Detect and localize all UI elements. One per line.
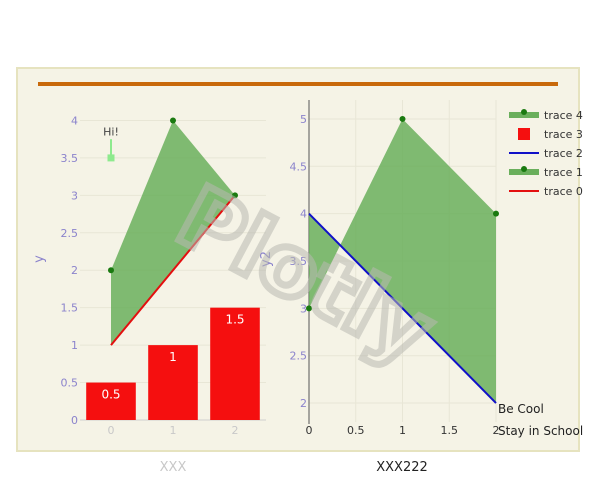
y-tick-label: 0.5 xyxy=(61,377,79,390)
trace-1-marker xyxy=(232,192,238,199)
legend-item-label: trace 0 xyxy=(544,185,583,198)
x-axis-title: XXX222 xyxy=(376,460,428,475)
y-tick-label: 2 xyxy=(71,264,78,277)
y-axis-title: y xyxy=(32,255,47,263)
y-tick-label: 2.5 xyxy=(61,227,79,240)
legend-symbol-square xyxy=(518,128,530,140)
bar xyxy=(148,345,198,420)
legend-item-label: trace 4 xyxy=(544,109,583,122)
legend-item-label: trace 1 xyxy=(544,166,583,179)
y-tick-label: 1.5 xyxy=(61,302,79,315)
trace-0-line xyxy=(110,194,236,346)
left-subplot: 0 0.5 1 1.5 2 2.5 3 3.5 4 0 1 2 0.5 1 1.5 Hi! y xyxy=(32,114,266,437)
end-label: Stay in School xyxy=(498,424,583,438)
trace-1-fill-area xyxy=(111,120,235,346)
right-subplot: 2 2.5 3 3.5 4 4.5 5 0 0.5 1 1.5 2 Be Cool Stay in Sch… xyxy=(259,100,583,438)
x-axis-title: XXX xyxy=(160,460,187,475)
bar-data-label: 1.5 xyxy=(225,313,244,327)
legend[interactable]: trace 4 trace 3 trace 2 trace 1 trace 0 xyxy=(509,109,583,198)
y-tick-label: 3.5 xyxy=(290,255,308,268)
y-axis-title: y2 xyxy=(259,251,274,267)
x-tick-label: 2 xyxy=(232,424,239,437)
trace-4-fill-area xyxy=(309,118,496,404)
y-tick-label: 5 xyxy=(300,113,307,126)
legend-item-label: trace 3 xyxy=(544,128,583,141)
y-tick-label: 4 xyxy=(300,208,307,221)
legend-symbol-marker xyxy=(521,166,527,172)
bar-data-label: 1 xyxy=(169,350,177,364)
y-tick-label: 3 xyxy=(300,302,307,315)
y-tick-label: 2.5 xyxy=(290,350,308,363)
x-tick-label: 1 xyxy=(170,424,177,437)
bar xyxy=(210,307,260,420)
y-tick-label: 4.5 xyxy=(290,160,308,173)
trace-4-marker xyxy=(493,210,499,217)
y-tick-label: 4 xyxy=(71,114,78,127)
x-tick-label: 1 xyxy=(399,424,406,437)
legend-item-label: trace 2 xyxy=(544,147,583,160)
y-tick-label: 3 xyxy=(71,189,78,202)
y-tick-label: 0 xyxy=(71,414,78,427)
y-tick-label: 3.5 xyxy=(61,152,79,165)
x-tick-label: 0 xyxy=(108,424,115,437)
end-label: Be Cool xyxy=(498,402,544,416)
trace-1-marker xyxy=(108,267,114,274)
bar xyxy=(86,382,136,420)
trace-1-marker xyxy=(170,117,176,124)
bar-data-label: 0.5 xyxy=(101,388,120,402)
trace-4-marker xyxy=(306,305,312,312)
trace-4-marker xyxy=(399,115,406,122)
trace-2-line xyxy=(308,212,497,404)
x-tick-label: 0 xyxy=(306,424,313,437)
legend-symbol-marker xyxy=(521,109,527,115)
y-tick-label: 2 xyxy=(300,397,307,410)
x-tick-label: 1.5 xyxy=(441,424,459,437)
x-tick-label: 2 xyxy=(493,424,500,437)
annotation-marker xyxy=(107,154,115,162)
x-tick-label: 0.5 xyxy=(347,424,365,437)
annotation-text: Hi! xyxy=(103,126,119,139)
y-tick-label: 1 xyxy=(71,339,78,352)
